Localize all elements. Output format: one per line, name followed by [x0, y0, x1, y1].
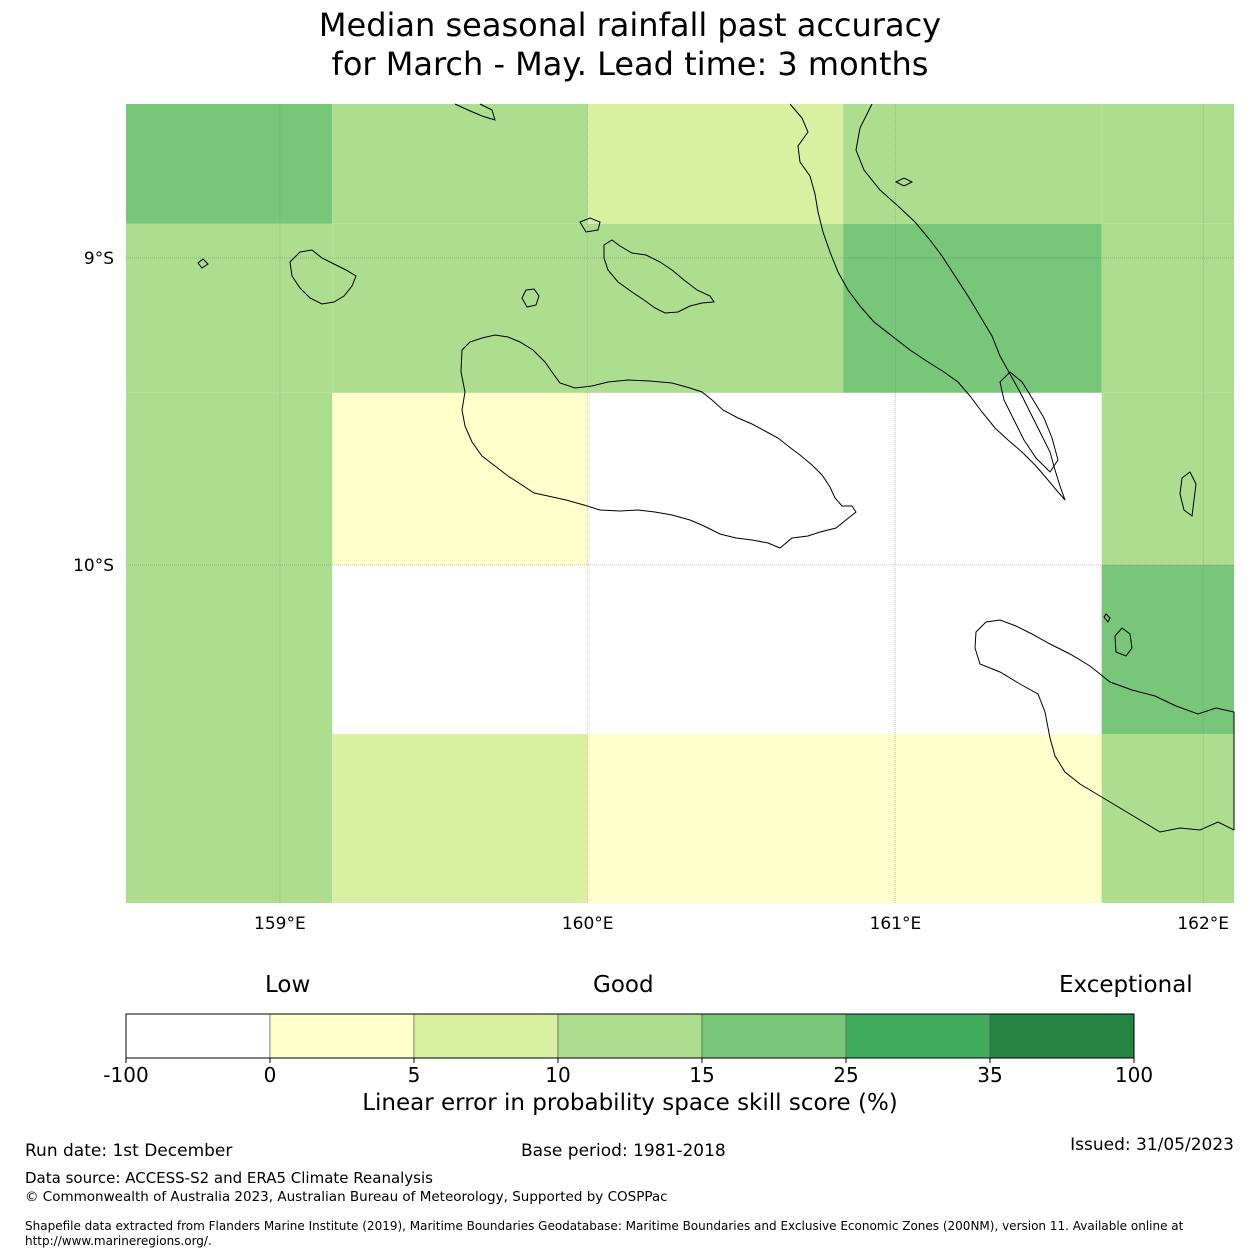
- colorbar-outline: [125, 1013, 1135, 1059]
- copyright: © Commonwealth of Australia 2023, Austra…: [25, 1189, 668, 1205]
- issued-date: Issued: 31/05/2023: [1070, 1135, 1234, 1155]
- grid-cell-r2-c3: [843, 392, 1102, 565]
- colorbar: [125, 1013, 1135, 1059]
- x-tick-label: 159°E: [254, 914, 306, 934]
- colorbar-segment-4: [701, 1013, 847, 1059]
- coastline-islet-c: [1103, 613, 1111, 623]
- data-source: Data source: ACCESS-S2 and ERA5 Climate …: [25, 1169, 433, 1187]
- coastline-islet-b: [894, 177, 914, 187]
- category-good: Good: [593, 972, 654, 998]
- grid-cell-r1-c3: [843, 223, 1102, 393]
- colorbar-tick-label: 0: [264, 1063, 277, 1087]
- grid-cell-r1-c1: [332, 223, 588, 393]
- grid-cell-r2-c0: [126, 392, 333, 565]
- shapefile-credit: Shapefile data extracted from Flanders M…: [25, 1219, 1184, 1248]
- coastline-guadalcanal: [460, 334, 857, 549]
- colorbar-tick-label: -100: [103, 1063, 148, 1087]
- colorbar-segment-2: [413, 1013, 559, 1059]
- grid-cell-r1-c0: [126, 223, 333, 393]
- grid-cell-r4-c4: [1101, 733, 1234, 903]
- coastline-layer: [197, 103, 1235, 833]
- coastline-ulawa-island: [1179, 471, 1197, 517]
- grid-cell-r2-c1: [332, 392, 588, 565]
- coastline-malaita: [789, 103, 1066, 501]
- base-period: Base period: 1981-2018: [521, 1141, 726, 1161]
- coastline-florida-islands: [603, 239, 715, 314]
- x-tick-label: 162°E: [1177, 914, 1229, 934]
- colorbar-tick-label: 15: [689, 1063, 714, 1087]
- grid-cells-layer: [126, 104, 1234, 903]
- chart-title-line-1: Median seasonal rainfall past accuracy: [318, 6, 942, 44]
- coastline-savo-island: [521, 288, 540, 308]
- category-low: Low: [265, 972, 311, 998]
- coastline-ugi-island: [1114, 627, 1133, 657]
- colorbar-tick-label: 25: [833, 1063, 858, 1087]
- grid-cell-r3-c0: [126, 564, 333, 734]
- coastline-ngella-small: [579, 217, 601, 233]
- grid-cell-r2-c2: [587, 392, 844, 565]
- x-tick-label: 161°E: [870, 914, 922, 934]
- run-date: Run date: 1st December: [25, 1141, 233, 1161]
- grid-cell-r0-c2: [587, 104, 844, 224]
- grid-cell-r3-c1: [332, 564, 588, 734]
- colorbar-tick-label: 100: [1115, 1063, 1153, 1087]
- grid-cell-r2-c4: [1101, 392, 1234, 565]
- coastline-makira: [974, 619, 1235, 833]
- chart-title-line-2: for March - May. Lead time: 3 months: [331, 45, 929, 83]
- colorbar-segment-5: [845, 1013, 991, 1059]
- grid-cell-r4-c3: [843, 733, 1102, 903]
- coastline-islet-a: [197, 258, 209, 269]
- coastline-small-malaita: [999, 371, 1059, 473]
- grid-cell-r4-c2: [587, 733, 844, 903]
- grid-cell-r3-c2: [587, 564, 844, 734]
- coastline-santa-isabel-tip: [454, 103, 496, 121]
- coastline-russell-islands: [289, 249, 357, 305]
- colorbar-segment-3: [557, 1013, 703, 1059]
- grid-cell-r0-c4: [1101, 104, 1234, 224]
- grid-cell-r0-c3: [843, 104, 1102, 224]
- category-exceptional: Exceptional: [1059, 972, 1193, 998]
- grid-cell-r3-c4: [1101, 564, 1234, 734]
- grid-cell-r3-c3: [843, 564, 1102, 734]
- grid-cell-r0-c0: [126, 104, 333, 224]
- grid-cell-r4-c1: [332, 733, 588, 903]
- grid-cell-r4-c0: [126, 733, 333, 903]
- colorbar-segment-6: [989, 1013, 1135, 1059]
- y-tick-labels: 9°S 10°S: [73, 249, 114, 576]
- colorbar-tick-label: 5: [408, 1063, 421, 1087]
- grid-cell-r0-c1: [332, 104, 588, 224]
- grid-cell-r1-c4: [1101, 223, 1234, 393]
- colorbar-segment-1: [269, 1013, 415, 1059]
- colorbar-tick-label: 35: [977, 1063, 1002, 1087]
- colorbar-tick-labels: -100 0 5 10 15 25 35 100: [103, 1058, 1153, 1087]
- y-tick-label: 10°S: [73, 556, 114, 576]
- x-tick-label: 160°E: [562, 914, 614, 934]
- colorbar-label: Linear error in probability space skill …: [362, 1090, 898, 1116]
- graticule-layer: [126, 104, 1234, 903]
- colorbar-tick-label: 10: [545, 1063, 570, 1087]
- x-tick-labels: 159°E 160°E 161°E 162°E: [254, 914, 1229, 934]
- colorbar-segment-0: [125, 1013, 271, 1059]
- y-tick-label: 9°S: [84, 249, 114, 269]
